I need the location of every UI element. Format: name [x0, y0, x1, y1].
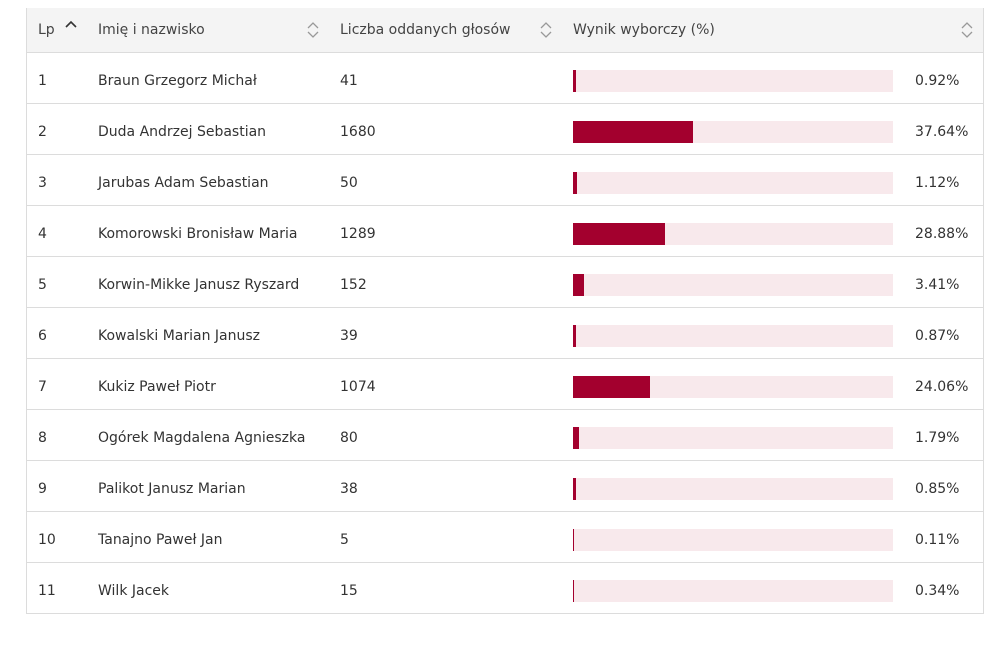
- results-table: Lp Imię i nazwisko Liczba oddanych głosó…: [26, 8, 984, 614]
- result-percent: 24.06%: [915, 379, 969, 395]
- result-bar-fill: [573, 223, 665, 245]
- table-row: 11 Wilk Jacek 15 0.34%: [27, 563, 983, 613]
- vote-count: 80: [340, 430, 358, 446]
- result-percent: 37.64%: [915, 124, 969, 140]
- vote-count: 1680: [340, 124, 376, 140]
- result-bar-fill: [573, 580, 574, 602]
- vote-count: 50: [340, 175, 358, 191]
- vote-count: 15: [340, 583, 358, 599]
- row-number: 4: [38, 226, 47, 242]
- result-bar-fill: [573, 529, 574, 551]
- table-row: 5 Korwin-Mikke Janusz Ryszard 152 3.41%: [27, 257, 983, 308]
- column-header-lp-label: Lp: [38, 22, 55, 38]
- result-bar-track: [573, 376, 893, 398]
- sort-name-icon[interactable]: [306, 20, 320, 40]
- result-bar-track: [573, 121, 893, 143]
- table-body: 1 Braun Grzegorz Michał 41 0.92% 2 Duda Andrz…: [27, 53, 983, 613]
- vote-count: 1289: [340, 226, 376, 242]
- vote-count: 1074: [340, 379, 376, 395]
- result-percent: 0.92%: [915, 73, 960, 89]
- table-row: 2 Duda Andrzej Sebastian 1680 37.64%: [27, 104, 983, 155]
- result-bar-track: [573, 580, 893, 602]
- row-number: 2: [38, 124, 47, 140]
- row-number: 11: [38, 583, 56, 599]
- result-bar-track: [573, 325, 893, 347]
- candidate-name: Kukiz Paweł Piotr: [98, 379, 216, 395]
- vote-count: 41: [340, 73, 358, 89]
- result-percent: 0.11%: [915, 532, 960, 548]
- result-bar-track: [573, 274, 893, 296]
- candidate-name: Duda Andrzej Sebastian: [98, 124, 267, 140]
- table-row: 7 Kukiz Paweł Piotr 1074 24.06%: [27, 359, 983, 410]
- table-row: 3 Jarubas Adam Sebastian 50 1.12%: [27, 155, 983, 206]
- vote-count: 39: [340, 328, 358, 344]
- column-header-lp[interactable]: Lp: [38, 8, 77, 52]
- column-header-result[interactable]: Wynik wyborczy (%): [573, 8, 715, 52]
- sort-votes-icon[interactable]: [539, 20, 553, 40]
- result-bar-fill: [573, 172, 577, 194]
- result-bar-fill: [573, 325, 576, 347]
- table-row: 1 Braun Grzegorz Michał 41 0.92%: [27, 53, 983, 104]
- table-row: 4 Komorowski Bronisław Maria 1289 28.88%: [27, 206, 983, 257]
- candidate-name: Ogórek Magdalena Agnieszka: [98, 430, 306, 446]
- column-header-name-label: Imię i nazwisko: [98, 22, 205, 38]
- row-number: 1: [38, 73, 47, 89]
- result-bar-track: [573, 427, 893, 449]
- result-bar-fill: [573, 274, 584, 296]
- column-header-result-label: Wynik wyborczy (%): [573, 22, 715, 38]
- result-bar-fill: [573, 478, 576, 500]
- vote-count: 38: [340, 481, 358, 497]
- candidate-name: Palikot Janusz Marian: [98, 481, 246, 497]
- result-bar-track: [573, 70, 893, 92]
- row-number: 9: [38, 481, 47, 497]
- sort-ascending-icon[interactable]: [64, 17, 78, 37]
- result-bar-fill: [573, 121, 693, 143]
- sort-result-icon[interactable]: [960, 20, 974, 40]
- result-bar-fill: [573, 427, 579, 449]
- candidate-name: Jarubas Adam Sebastian: [98, 175, 269, 191]
- table-header: Lp Imię i nazwisko Liczba oddanych głosó…: [27, 8, 983, 53]
- result-bar-track: [573, 478, 893, 500]
- result-bar-track: [573, 529, 893, 551]
- result-bar-track: [573, 223, 893, 245]
- result-percent: 3.41%: [915, 277, 960, 293]
- result-percent: 1.79%: [915, 430, 960, 446]
- table-row: 9 Palikot Janusz Marian 38 0.85%: [27, 461, 983, 512]
- table-row: 10 Tanajno Paweł Jan 5 0.11%: [27, 512, 983, 563]
- result-percent: 28.88%: [915, 226, 969, 242]
- result-percent: 0.34%: [915, 583, 960, 599]
- table-row: 8 Ogórek Magdalena Agnieszka 80 1.79%: [27, 410, 983, 461]
- row-number: 10: [38, 532, 56, 548]
- table-row: 6 Kowalski Marian Janusz 39 0.87%: [27, 308, 983, 359]
- result-percent: 0.87%: [915, 328, 960, 344]
- candidate-name: Tanajno Paweł Jan: [98, 532, 223, 548]
- row-number: 6: [38, 328, 47, 344]
- column-header-name[interactable]: Imię i nazwisko: [98, 8, 205, 52]
- candidate-name: Wilk Jacek: [98, 583, 169, 599]
- result-percent: 0.85%: [915, 481, 960, 497]
- row-number: 3: [38, 175, 47, 191]
- result-bar-fill: [573, 70, 576, 92]
- candidate-name: Komorowski Bronisław Maria: [98, 226, 298, 242]
- candidate-name: Kowalski Marian Janusz: [98, 328, 261, 344]
- vote-count: 5: [340, 532, 349, 548]
- result-percent: 1.12%: [915, 175, 960, 191]
- result-bar-fill: [573, 376, 650, 398]
- row-number: 8: [38, 430, 47, 446]
- candidate-name: Korwin-Mikke Janusz Ryszard: [98, 277, 300, 293]
- row-number: 7: [38, 379, 47, 395]
- result-bar-track: [573, 172, 893, 194]
- column-header-votes[interactable]: Liczba oddanych głosów: [340, 8, 511, 52]
- row-number: 5: [38, 277, 47, 293]
- column-header-votes-label: Liczba oddanych głosów: [340, 22, 511, 38]
- candidate-name: Braun Grzegorz Michał: [98, 73, 257, 89]
- vote-count: 152: [340, 277, 367, 293]
